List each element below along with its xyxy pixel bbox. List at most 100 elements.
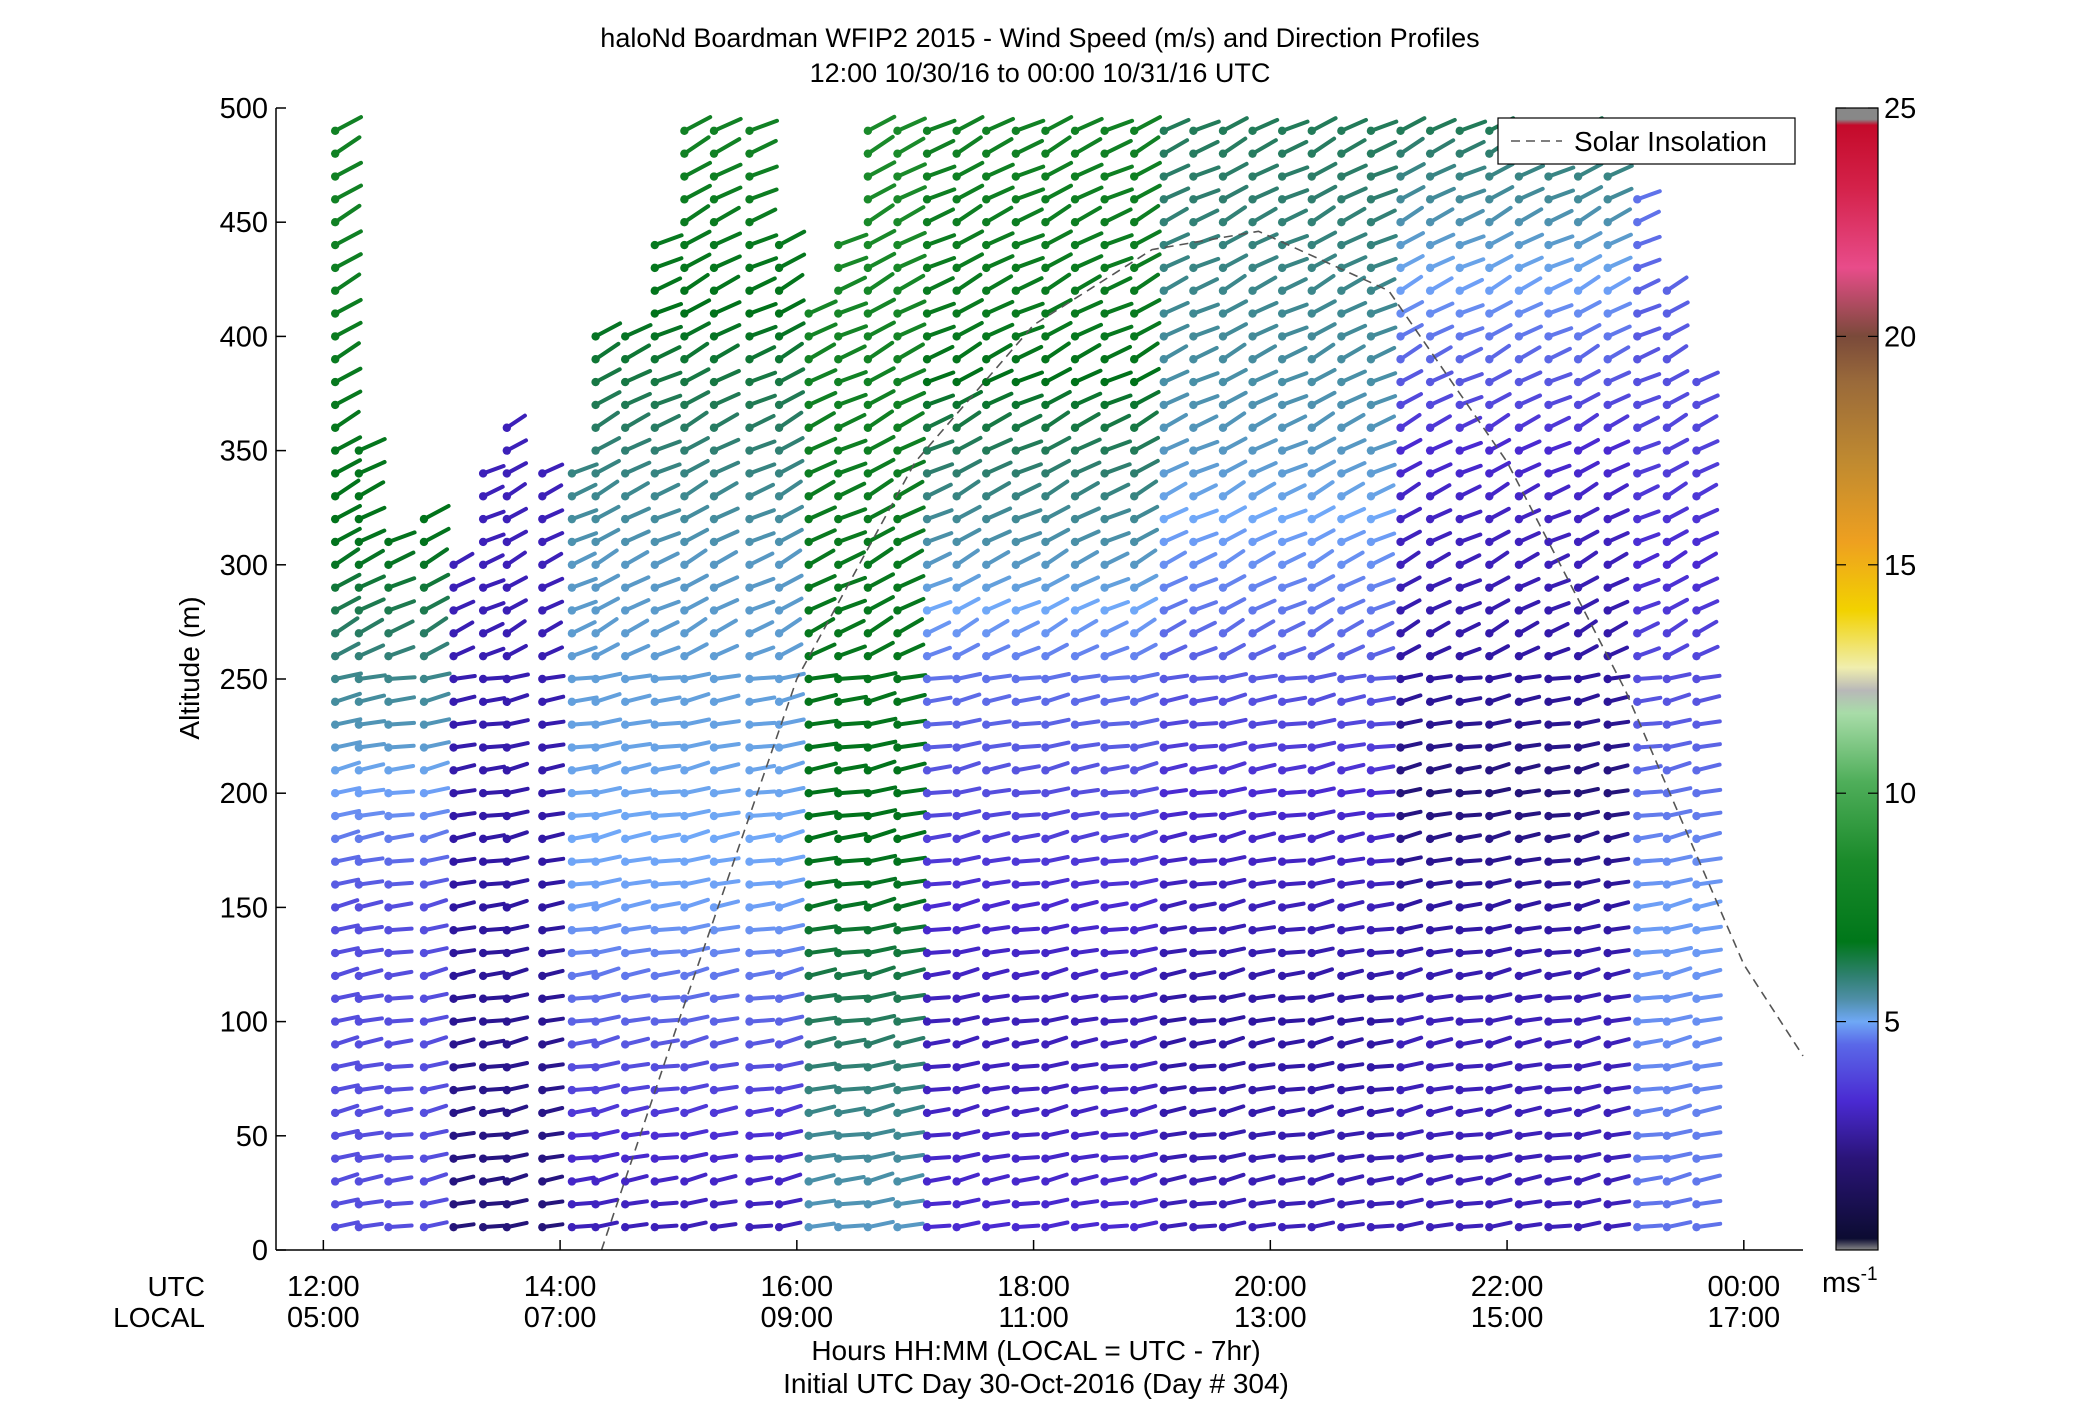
wind-barb <box>1573 1129 1602 1141</box>
wind-barb <box>1070 162 1104 181</box>
wind-barb <box>893 1061 926 1072</box>
wind-barb <box>1277 1131 1306 1141</box>
wind-barb <box>1189 371 1220 387</box>
wind-barb <box>1514 1105 1542 1118</box>
wind-barb <box>1337 619 1364 638</box>
wind-barb <box>478 1200 506 1209</box>
wind-barb <box>952 183 985 204</box>
wind-barb <box>650 233 684 250</box>
wind-barb <box>1159 810 1188 821</box>
wind-barb <box>804 1084 837 1095</box>
wind-barb <box>709 924 741 935</box>
wind-barb <box>620 1016 651 1026</box>
wind-barb <box>330 1014 360 1026</box>
wind-barb <box>745 1131 774 1141</box>
wind-barb <box>774 991 805 1003</box>
wind-barb <box>1396 741 1423 752</box>
wind-barb <box>834 618 866 638</box>
wind-barb <box>1070 185 1104 204</box>
y-tick-label: 300 <box>220 550 268 582</box>
wind-barb <box>478 948 506 958</box>
wind-barb <box>1011 811 1041 821</box>
wind-barb <box>922 531 954 547</box>
wind-barb <box>1425 742 1453 752</box>
wind-barb <box>745 370 778 387</box>
wind-barb <box>1425 551 1451 569</box>
wind-barb <box>1514 1016 1543 1026</box>
wind-barb <box>1337 392 1367 410</box>
wind-barb <box>449 1131 476 1141</box>
wind-barb <box>1425 1105 1454 1118</box>
wind-barb <box>1041 923 1070 935</box>
wind-barb <box>1277 483 1307 501</box>
wind-barb <box>1041 390 1072 410</box>
wind-barb <box>982 274 1014 295</box>
wind-barb <box>1218 1220 1247 1232</box>
wind-barb <box>709 598 740 615</box>
wind-barb <box>1129 115 1162 136</box>
wind-barb <box>1070 742 1101 752</box>
wind-barb <box>1455 1085 1484 1095</box>
wind-barb <box>538 531 565 547</box>
wind-barb <box>1277 1063 1306 1072</box>
x-tick-label-local: 11:00 <box>998 1302 1068 1334</box>
wind-barb <box>804 322 838 341</box>
wind-barbs <box>330 114 1723 1232</box>
wind-barb <box>1396 392 1423 410</box>
wind-barb <box>1100 948 1129 958</box>
wind-barb <box>952 573 981 592</box>
wind-barb <box>1425 531 1453 547</box>
wind-barb <box>650 551 680 569</box>
wind-barb <box>922 1131 952 1141</box>
wind-barb <box>1455 1107 1484 1118</box>
wind-barb <box>1277 620 1306 638</box>
wind-barb <box>1159 831 1188 844</box>
wind-barb <box>1129 923 1159 935</box>
wind-barb <box>1633 1038 1664 1049</box>
wind-barb <box>1514 925 1542 935</box>
wind-barb <box>354 762 386 775</box>
wind-barb <box>1189 600 1218 615</box>
wind-barb <box>650 1063 680 1072</box>
wind-barb <box>478 1222 506 1232</box>
wind-barb <box>1307 116 1338 136</box>
wind-barb <box>804 693 838 707</box>
wind-barb <box>1692 393 1720 410</box>
wind-barb <box>538 719 566 729</box>
wind-barb <box>1455 1017 1484 1026</box>
wind-barb <box>449 645 476 661</box>
wind-barb <box>804 924 838 935</box>
wind-barb <box>1159 925 1188 935</box>
wind-barb <box>1485 254 1514 273</box>
wind-barb <box>1633 209 1661 227</box>
wind-barb <box>1277 764 1307 775</box>
wind-barb <box>922 674 953 684</box>
wind-barb <box>922 1200 952 1209</box>
wind-barb <box>1248 575 1277 592</box>
wind-barb <box>1514 1130 1543 1141</box>
wind-barb <box>834 275 867 295</box>
wind-barb <box>384 599 416 615</box>
wind-barb <box>680 115 713 136</box>
wind-barb <box>982 1199 1011 1209</box>
wind-barb <box>1455 1222 1484 1232</box>
wind-barb <box>893 185 927 204</box>
wind-barb <box>893 642 926 661</box>
wind-barb <box>1159 1062 1187 1072</box>
wind-barb <box>1307 992 1335 1003</box>
wind-barb <box>1366 833 1395 844</box>
wind-barb <box>1366 208 1397 227</box>
wind-barb <box>893 810 928 821</box>
wind-barb <box>650 1017 681 1026</box>
wind-barb <box>1662 966 1693 981</box>
wind-barb <box>1189 1063 1217 1072</box>
wind-barb <box>804 505 837 524</box>
wind-barb <box>1662 412 1688 432</box>
wind-barb <box>591 740 623 752</box>
wind-barb <box>709 673 741 684</box>
wind-barb <box>1544 811 1571 821</box>
wind-barb <box>1485 231 1514 250</box>
wind-barb <box>1011 1063 1040 1072</box>
chart-subtitle: 12:00 10/30/16 to 00:00 10/31/16 UTC <box>810 58 1271 88</box>
